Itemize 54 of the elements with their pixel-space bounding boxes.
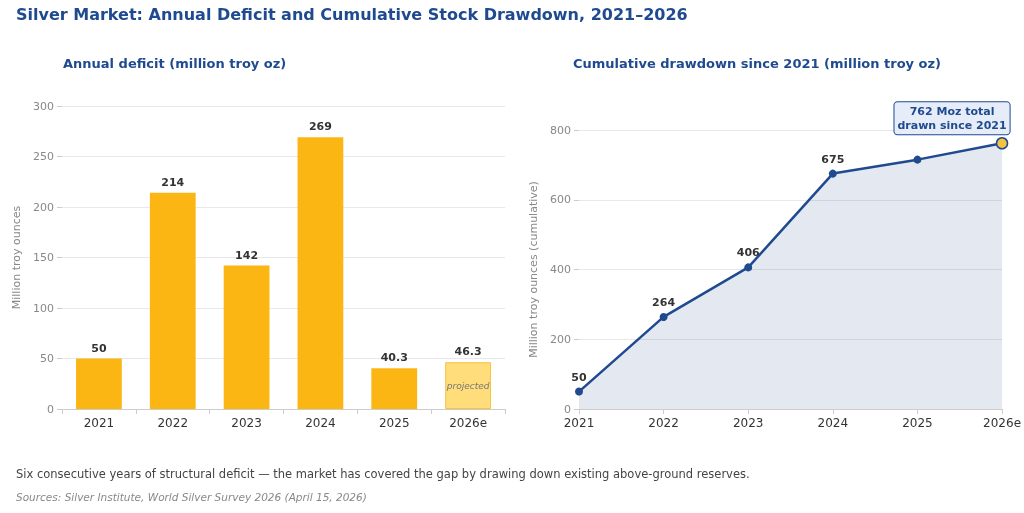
x-tick-label: 2021 [83, 416, 115, 430]
bar [371, 368, 418, 409]
source-note: Sources: Silver Institute, World Silver Survey 2026 (April 15, 2026) [16, 491, 367, 503]
y-tick-label: 0 [47, 402, 54, 416]
y-axis-title: Million troy ounces (cumulative) [527, 181, 540, 358]
y-tick-label: 150 [33, 251, 54, 264]
annotation: 762 Moz total drawn since 2021 [897, 104, 1007, 132]
point [659, 312, 668, 321]
x-tick-label: 2026e [983, 416, 1021, 430]
x-tick-label: 2022 [157, 416, 189, 430]
y-tick-label: 800 [550, 123, 571, 137]
point [828, 169, 837, 178]
point [575, 387, 583, 396]
chart-subtitle: Annual deficit (million troy oz) [63, 56, 287, 71]
annotation: projected [445, 381, 490, 392]
x-tick-label: 2023 [231, 416, 262, 430]
bar [149, 192, 196, 409]
chart-title: Cumulative drawdown since 2021 (million troy oz) [573, 56, 942, 71]
bar [223, 265, 270, 409]
x-tick-label: 2023 [732, 416, 764, 430]
y-tick-label: 200 [33, 200, 54, 214]
x-tick-label: 2024 [305, 416, 336, 430]
y-tick-label: 200 [550, 332, 571, 346]
data-label: 50 [571, 370, 587, 384]
data-label: 269 [308, 120, 332, 134]
chart-title: Silver Market: Annual Deficit and Cumulative Stock Drawdown, 2021–2026 [16, 5, 688, 24]
x-tick-label: 2025 [378, 416, 410, 430]
x-tick-label: 2024 [817, 416, 849, 430]
data-label: 50 [91, 341, 107, 355]
x-tick-label: 2026e [449, 416, 488, 430]
y-tick-label: 50 [40, 352, 54, 365]
x-tick-label: 2022 [648, 416, 679, 430]
point [744, 263, 753, 272]
data-label: 142 [235, 248, 259, 262]
data-label: 214 [161, 175, 185, 189]
data-label: 264 [652, 295, 676, 309]
data-label: 40.3 [380, 351, 408, 365]
bar [76, 358, 122, 409]
bar [297, 137, 344, 409]
y-tick-label: 300 [33, 99, 54, 113]
y-tick-label: 0 [564, 402, 571, 416]
y-axis-title: Million troy ounces [10, 205, 23, 310]
x-tick-label: 2021 [563, 416, 595, 430]
data-label: 406 [736, 246, 761, 260]
y-tick-label: 250 [33, 150, 54, 163]
x-tick-label: 2025 [902, 416, 933, 430]
data-label: 675 [821, 152, 845, 166]
point [913, 155, 922, 164]
text: Six consecutive years of structural deficit — the market has covered the gap by drawing down existing above-ground reserves. [16, 467, 750, 481]
data-label: 46.3 [454, 345, 482, 359]
bar [445, 362, 491, 409]
y-tick-label: 400 [550, 263, 571, 276]
y-tick-label: 100 [33, 301, 54, 315]
y-tick-label: 600 [550, 193, 571, 207]
